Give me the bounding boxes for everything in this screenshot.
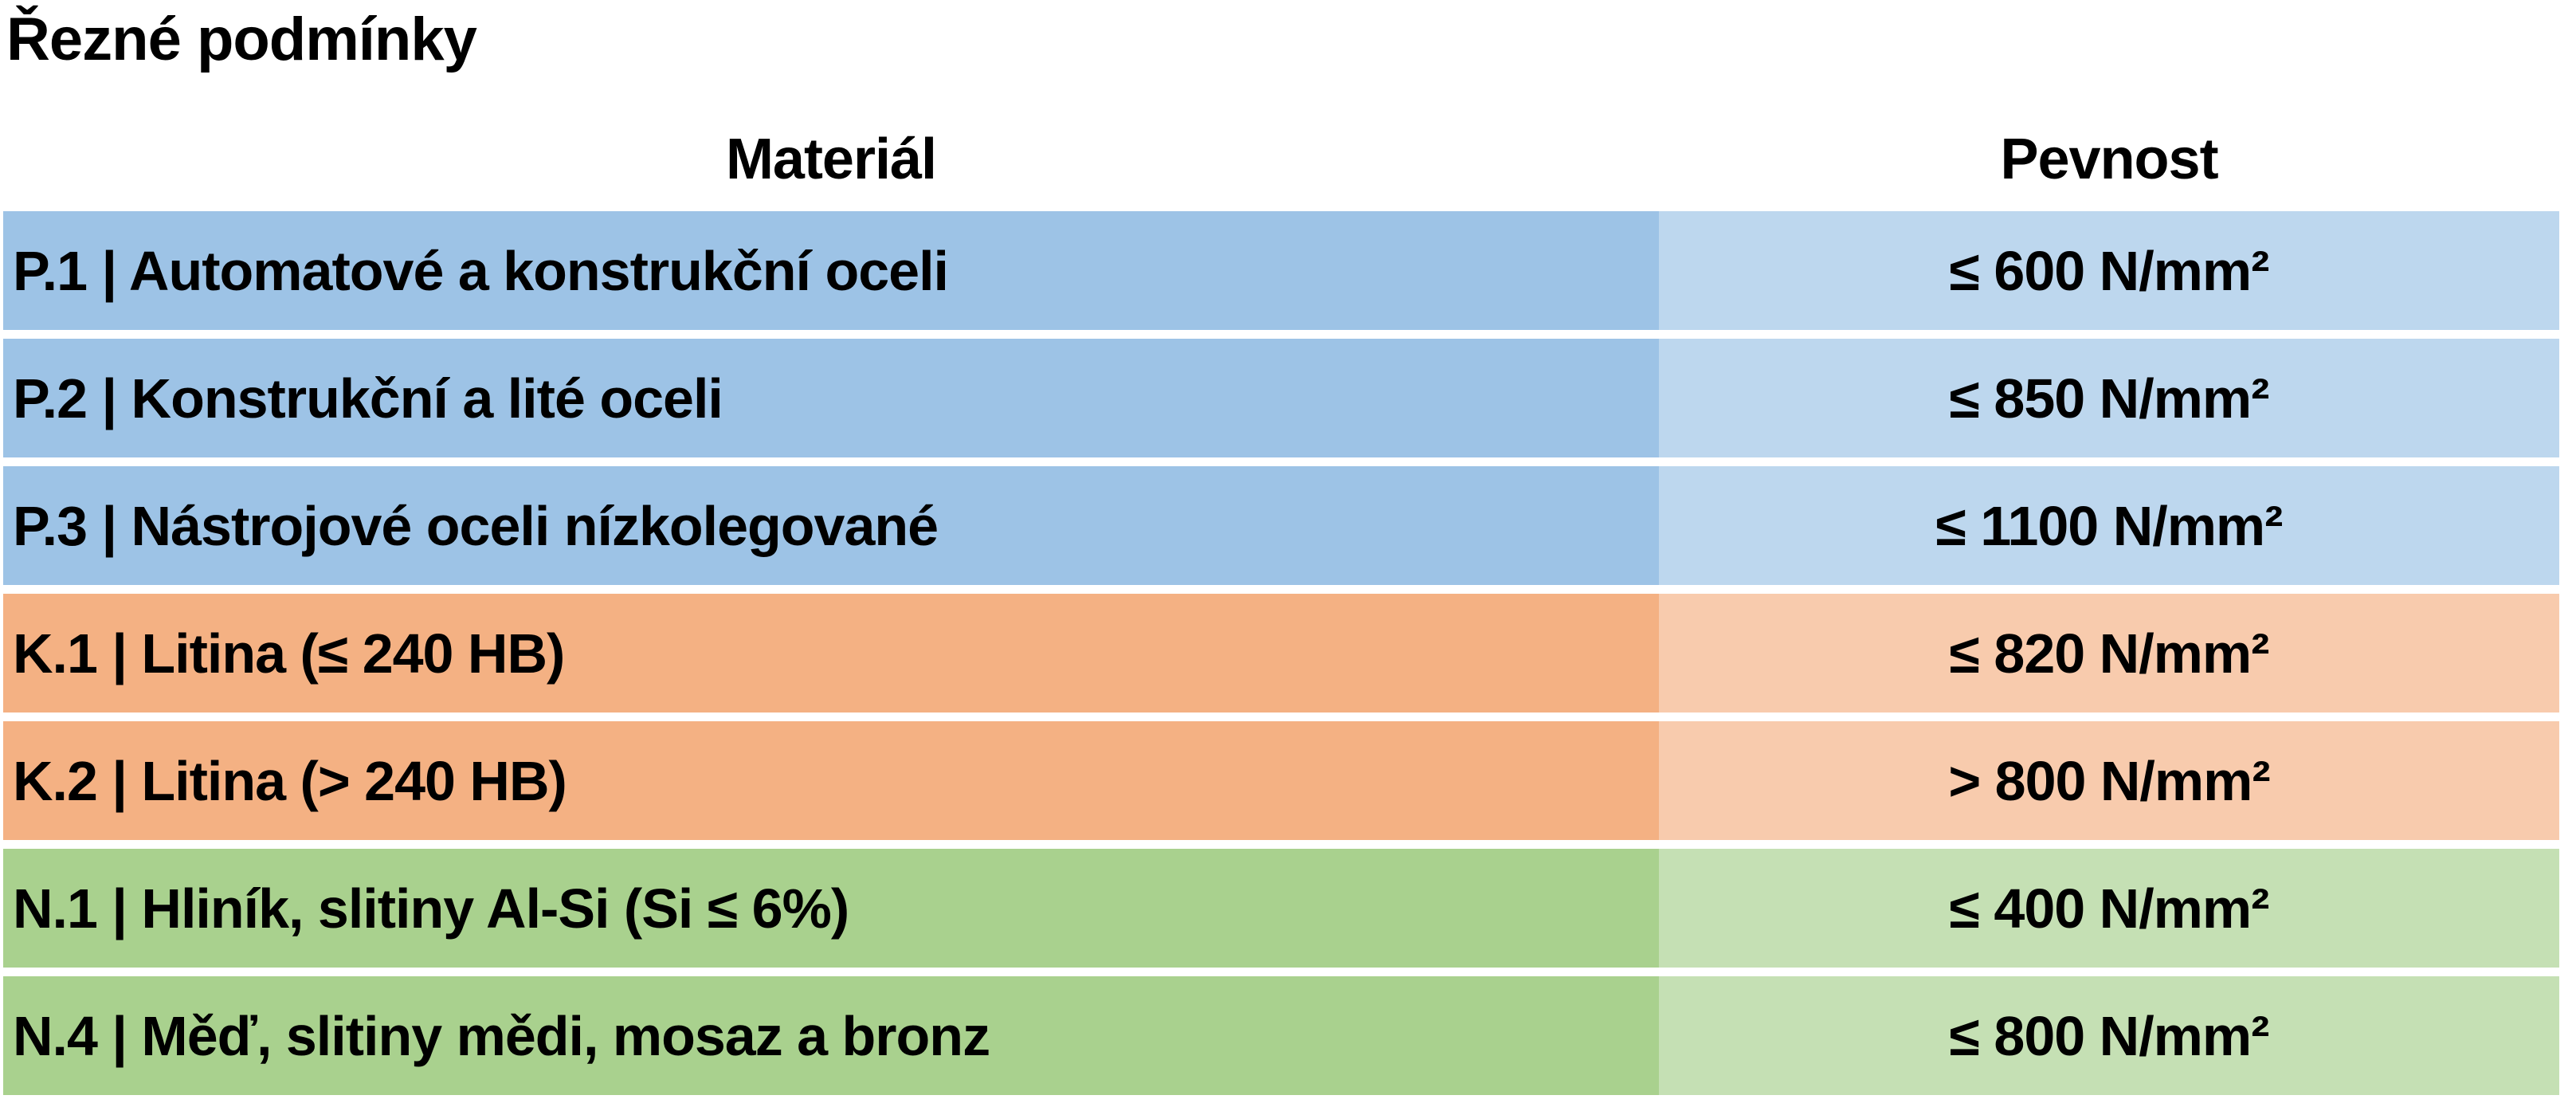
table-header-row: Materiál Pevnost <box>3 121 2559 198</box>
materials-table: P.1 | Automatové a konstrukční oceli ≤ 60… <box>3 211 2559 1095</box>
table-row: P.1 | Automatové a konstrukční oceli ≤ 60… <box>3 211 2559 330</box>
strength-cell: > 800 N/mm² <box>1659 721 2559 840</box>
page-title: Řezné podmínky <box>6 6 477 73</box>
table-row: P.3 | Nástrojové oceli nízkolegované ≤ 11… <box>3 466 2559 585</box>
strength-cell: ≤ 820 N/mm² <box>1659 594 2559 712</box>
material-cell: K.2 | Litina (> 240 HB) <box>3 721 1659 840</box>
material-cell: P.1 | Automatové a konstrukční oceli <box>3 211 1659 330</box>
strength-cell: ≤ 850 N/mm² <box>1659 339 2559 457</box>
table-row: N.4 | Měď, slitiny mědi, mosaz a bronz ≤ … <box>3 976 2559 1095</box>
strength-cell: ≤ 600 N/mm² <box>1659 211 2559 330</box>
table-row: N.1 | Hliník, slitiny Al-Si (Si ≤ 6%) ≤ 4… <box>3 849 2559 968</box>
strength-cell: ≤ 800 N/mm² <box>1659 976 2559 1095</box>
table-row: K.1 | Litina (≤ 240 HB) ≤ 820 N/mm² <box>3 594 2559 712</box>
column-header-strength: Pevnost <box>2000 128 2218 191</box>
table-row: K.2 | Litina (> 240 HB) > 800 N/mm² <box>3 721 2559 840</box>
material-cell: P.2 | Konstrukční a lité oceli <box>3 339 1659 457</box>
strength-cell: ≤ 400 N/mm² <box>1659 849 2559 968</box>
material-cell: K.1 | Litina (≤ 240 HB) <box>3 594 1659 712</box>
table-row: P.2 | Konstrukční a lité oceli ≤ 850 N/mm… <box>3 339 2559 457</box>
material-cell: P.3 | Nástrojové oceli nízkolegované <box>3 466 1659 585</box>
strength-cell: ≤ 1100 N/mm² <box>1659 466 2559 585</box>
column-header-material: Materiál <box>725 128 937 191</box>
material-cell: N.4 | Měď, slitiny mědi, mosaz a bronz <box>3 976 1659 1095</box>
material-cell: N.1 | Hliník, slitiny Al-Si (Si ≤ 6%) <box>3 849 1659 968</box>
